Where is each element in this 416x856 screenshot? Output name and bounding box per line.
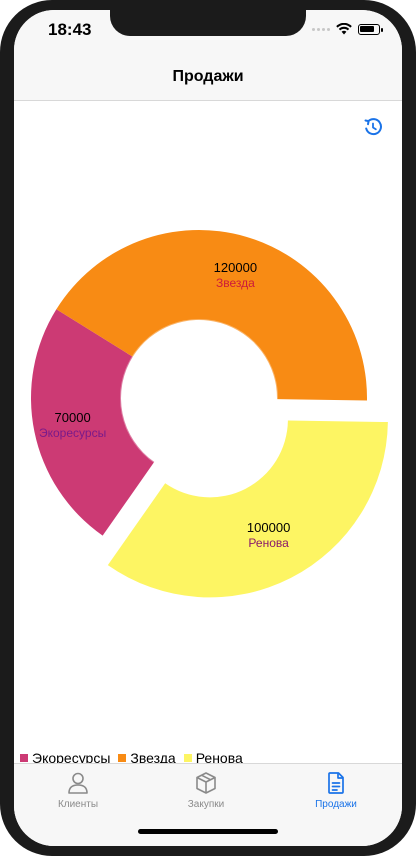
- slice-value-label: 100000: [247, 520, 290, 535]
- tab-clients[interactable]: Клиенты: [18, 770, 138, 820]
- pie-slice[interactable]: [107, 420, 388, 598]
- legend-swatch: [118, 754, 127, 762]
- legend-swatch: [183, 754, 192, 762]
- legend-label: Звезда: [130, 750, 176, 766]
- signal-icon: [312, 27, 330, 31]
- slice-value-label: 70000: [55, 410, 91, 425]
- legend-swatch: [20, 754, 28, 762]
- status-bar: 18:43: [14, 10, 402, 54]
- tab-label: Закупки: [187, 799, 225, 810]
- refresh-button[interactable]: [361, 115, 385, 139]
- battery-icon: [358, 23, 383, 35]
- notch: [110, 10, 306, 36]
- donut-inner-ring: [120, 319, 278, 477]
- document-icon: [328, 772, 344, 794]
- navigation-bar: Продажи: [14, 54, 402, 101]
- tab-label: Клиенты: [57, 799, 99, 810]
- page-title: Продажи: [172, 68, 244, 85]
- legend-item-ecoresources[interactable]: Экоресурсы: [20, 750, 110, 766]
- box-icon: [196, 772, 216, 794]
- legend-label: Экоресурсы: [32, 750, 111, 766]
- legend-item-zvezda[interactable]: Звезда: [118, 750, 176, 766]
- screen: 18:43 Продажи: [14, 10, 402, 846]
- tab-purchases[interactable]: Закупки: [146, 770, 266, 820]
- legend-item-renova[interactable]: Ренова: [183, 750, 243, 766]
- status-time: 18:43: [48, 20, 92, 39]
- tab-bar: Клиенты Закупки Продажи: [14, 763, 402, 846]
- tab-sales[interactable]: Продажи: [276, 770, 396, 820]
- status-icons: [312, 23, 383, 35]
- sales-donut-chart: 70000 Экоресурсы 120000 Звезда 100000 Ренова: [14, 210, 402, 630]
- legend-label: Ренова: [195, 750, 243, 766]
- slice-value-label: 120000: [214, 260, 257, 275]
- slice-name-label: Ренова: [248, 536, 289, 550]
- pie-slice[interactable]: [30, 309, 155, 536]
- chart-legend: Экоресурсы Звезда Ренова: [20, 750, 243, 766]
- donut-hole: [130, 329, 268, 467]
- refresh-icon: [364, 118, 382, 136]
- person-icon: [68, 772, 88, 794]
- pie-slice[interactable]: [56, 230, 368, 401]
- slice-name-label: Экоресурсы: [39, 426, 106, 440]
- tab-label: Продажи: [315, 799, 357, 810]
- wifi-icon: [336, 23, 352, 35]
- slice-name-label: Звезда: [216, 276, 255, 290]
- home-indicator: [138, 829, 278, 834]
